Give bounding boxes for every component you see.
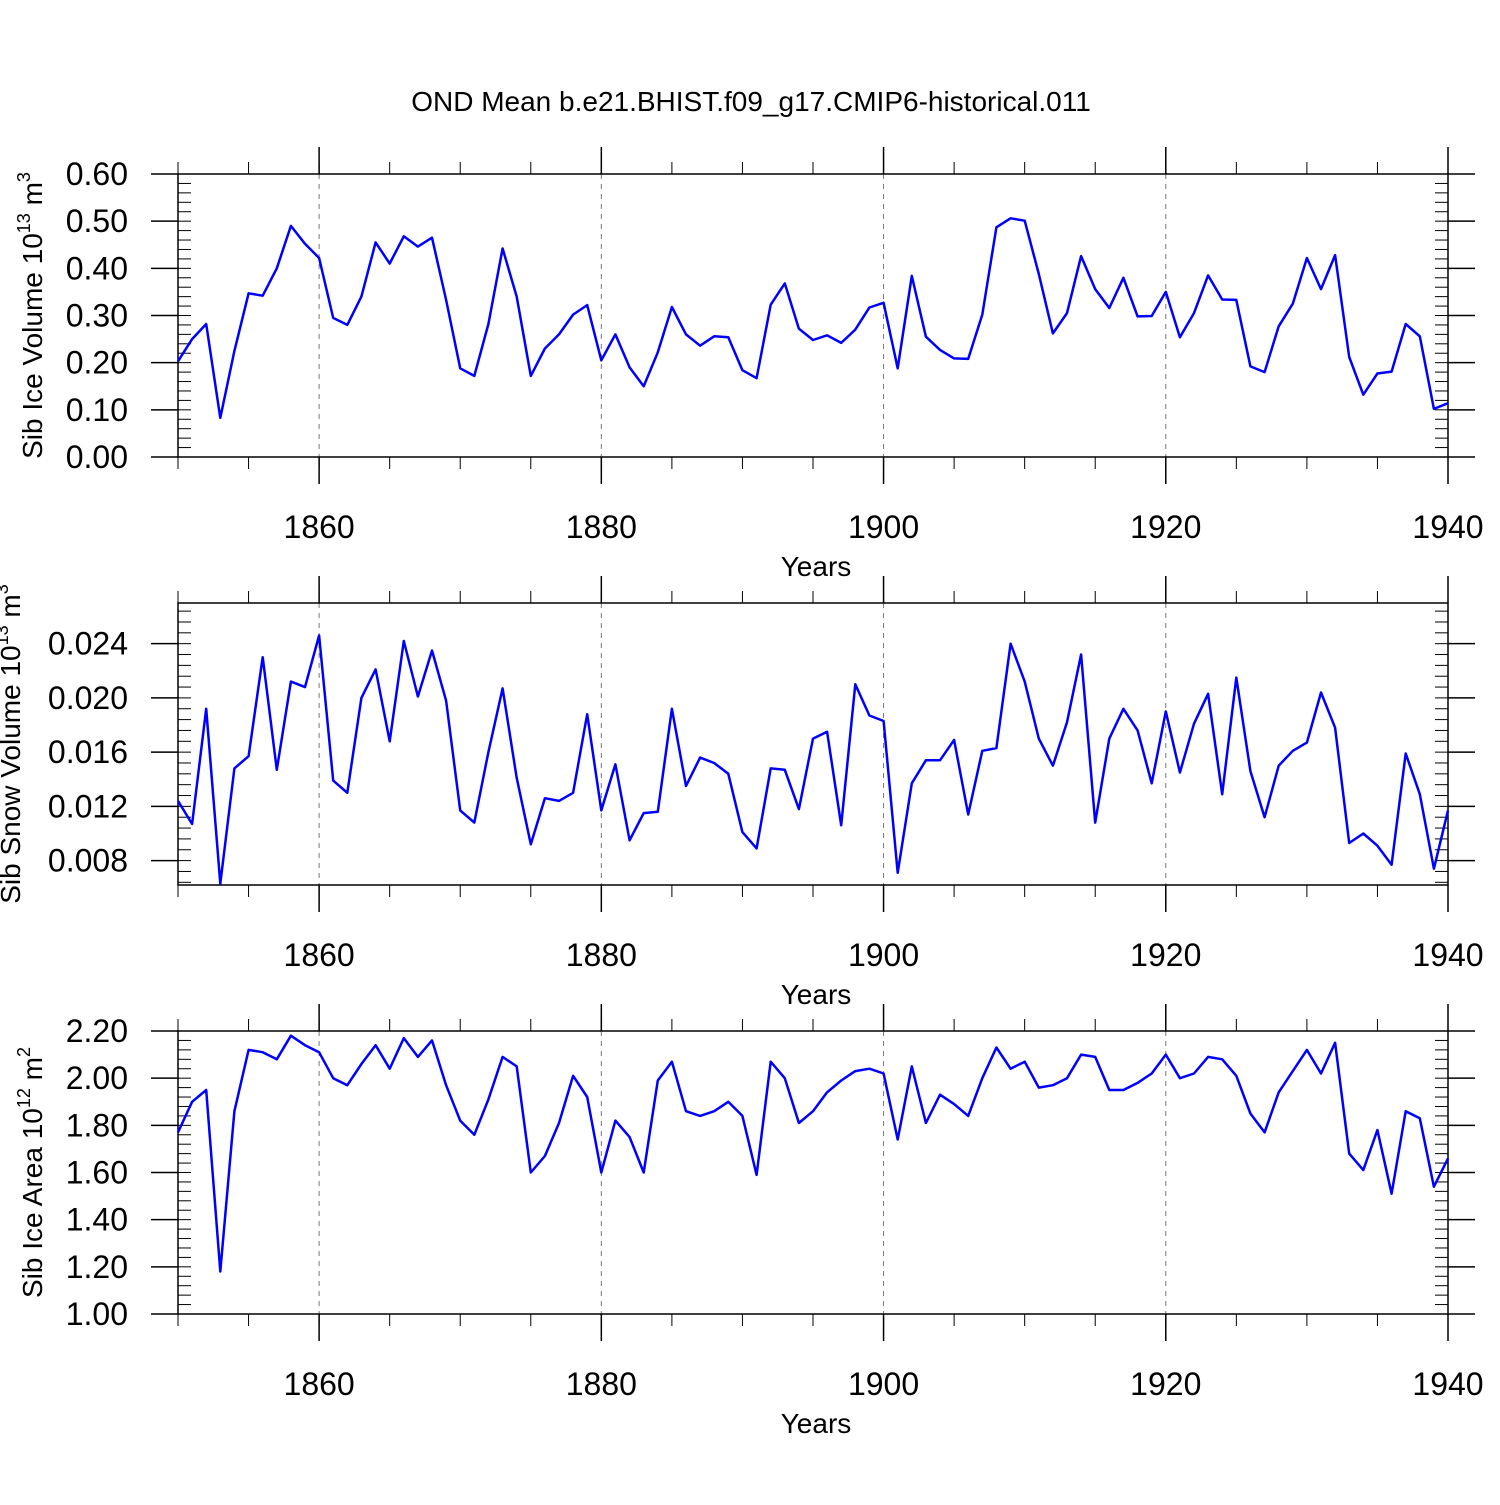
y-tick-label: 0.016 — [48, 734, 128, 770]
series-line — [176, 1034, 1450, 1273]
x-tick-label: 1860 — [284, 937, 355, 973]
x-axis-label: Years — [781, 979, 852, 1010]
x-tick-label: 1940 — [1412, 937, 1483, 973]
series-line — [176, 634, 1450, 885]
y-tick-label: 2.00 — [66, 1060, 128, 1096]
x-tick-label: 1900 — [848, 937, 919, 973]
x-tick-label: 1920 — [1130, 937, 1201, 973]
chart-panel-1: 0.00 0.10 0.20 0.30 0.40 0.50 0.60 1860 1880 1900… — [14, 147, 1484, 582]
y-tick-label: 0.10 — [66, 392, 128, 428]
y-tick-label: 0.020 — [48, 680, 128, 716]
y-tick-label: 1.00 — [66, 1296, 128, 1332]
x-tick-label: 1920 — [1130, 1366, 1201, 1402]
x-tick-label: 1880 — [566, 509, 637, 545]
plot-frame — [177, 173, 1449, 458]
y-tick-label: 2.20 — [66, 1013, 128, 1049]
y-axis-label: Sib Snow Volume 1013 m3 — [0, 584, 26, 904]
y-tick-label: 1.60 — [66, 1155, 128, 1191]
y-tick-label: 0.30 — [66, 298, 128, 334]
x-axis-label: Years — [781, 551, 852, 582]
x-tick-label: 1940 — [1412, 509, 1483, 545]
x-tick-label: 1860 — [284, 1366, 355, 1402]
chart-panel-3: 1.00 1.20 1.40 1.60 1.80 2.00 2.20 1860 1880 1900… — [14, 1004, 1484, 1439]
y-tick-label: 0.024 — [48, 626, 128, 662]
y-tick-label: 0.00 — [66, 439, 128, 475]
y-tick-label: 0.50 — [66, 203, 128, 239]
figure-title: OND Mean b.e21.BHIST.f09_g17.CMIP6-histo… — [411, 86, 1091, 117]
x-axis-label: Years — [781, 1408, 852, 1439]
y-axis-label: Sib Ice Area 1012 m2 — [14, 1047, 48, 1298]
y-tick-label: 0.008 — [48, 843, 128, 879]
y-tick-label: 1.20 — [66, 1249, 128, 1285]
x-tick-label: 1900 — [848, 1366, 919, 1402]
y-tick-label: 0.20 — [66, 345, 128, 381]
y-tick-label: 0.60 — [66, 156, 128, 192]
x-tick-label: 1900 — [848, 509, 919, 545]
x-tick-label: 1860 — [284, 509, 355, 545]
x-tick-label: 1940 — [1412, 1366, 1483, 1402]
chart-panel-2: 0.008 0.012 0.016 0.020 0.024 1860 1880 1900 192… — [0, 576, 1484, 1010]
x-tick-label: 1880 — [566, 937, 637, 973]
y-tick-label: 1.80 — [66, 1107, 128, 1143]
series-line — [176, 217, 1449, 420]
y-tick-label: 1.40 — [66, 1202, 128, 1238]
x-tick-label: 1920 — [1130, 509, 1201, 545]
x-tick-label: 1880 — [566, 1366, 637, 1402]
plot-frame — [177, 1030, 1449, 1315]
y-axis-label: Sib Ice Volume 1013 m3 — [14, 172, 48, 459]
y-tick-label: 0.40 — [66, 250, 128, 286]
y-tick-label: 0.012 — [48, 788, 128, 824]
